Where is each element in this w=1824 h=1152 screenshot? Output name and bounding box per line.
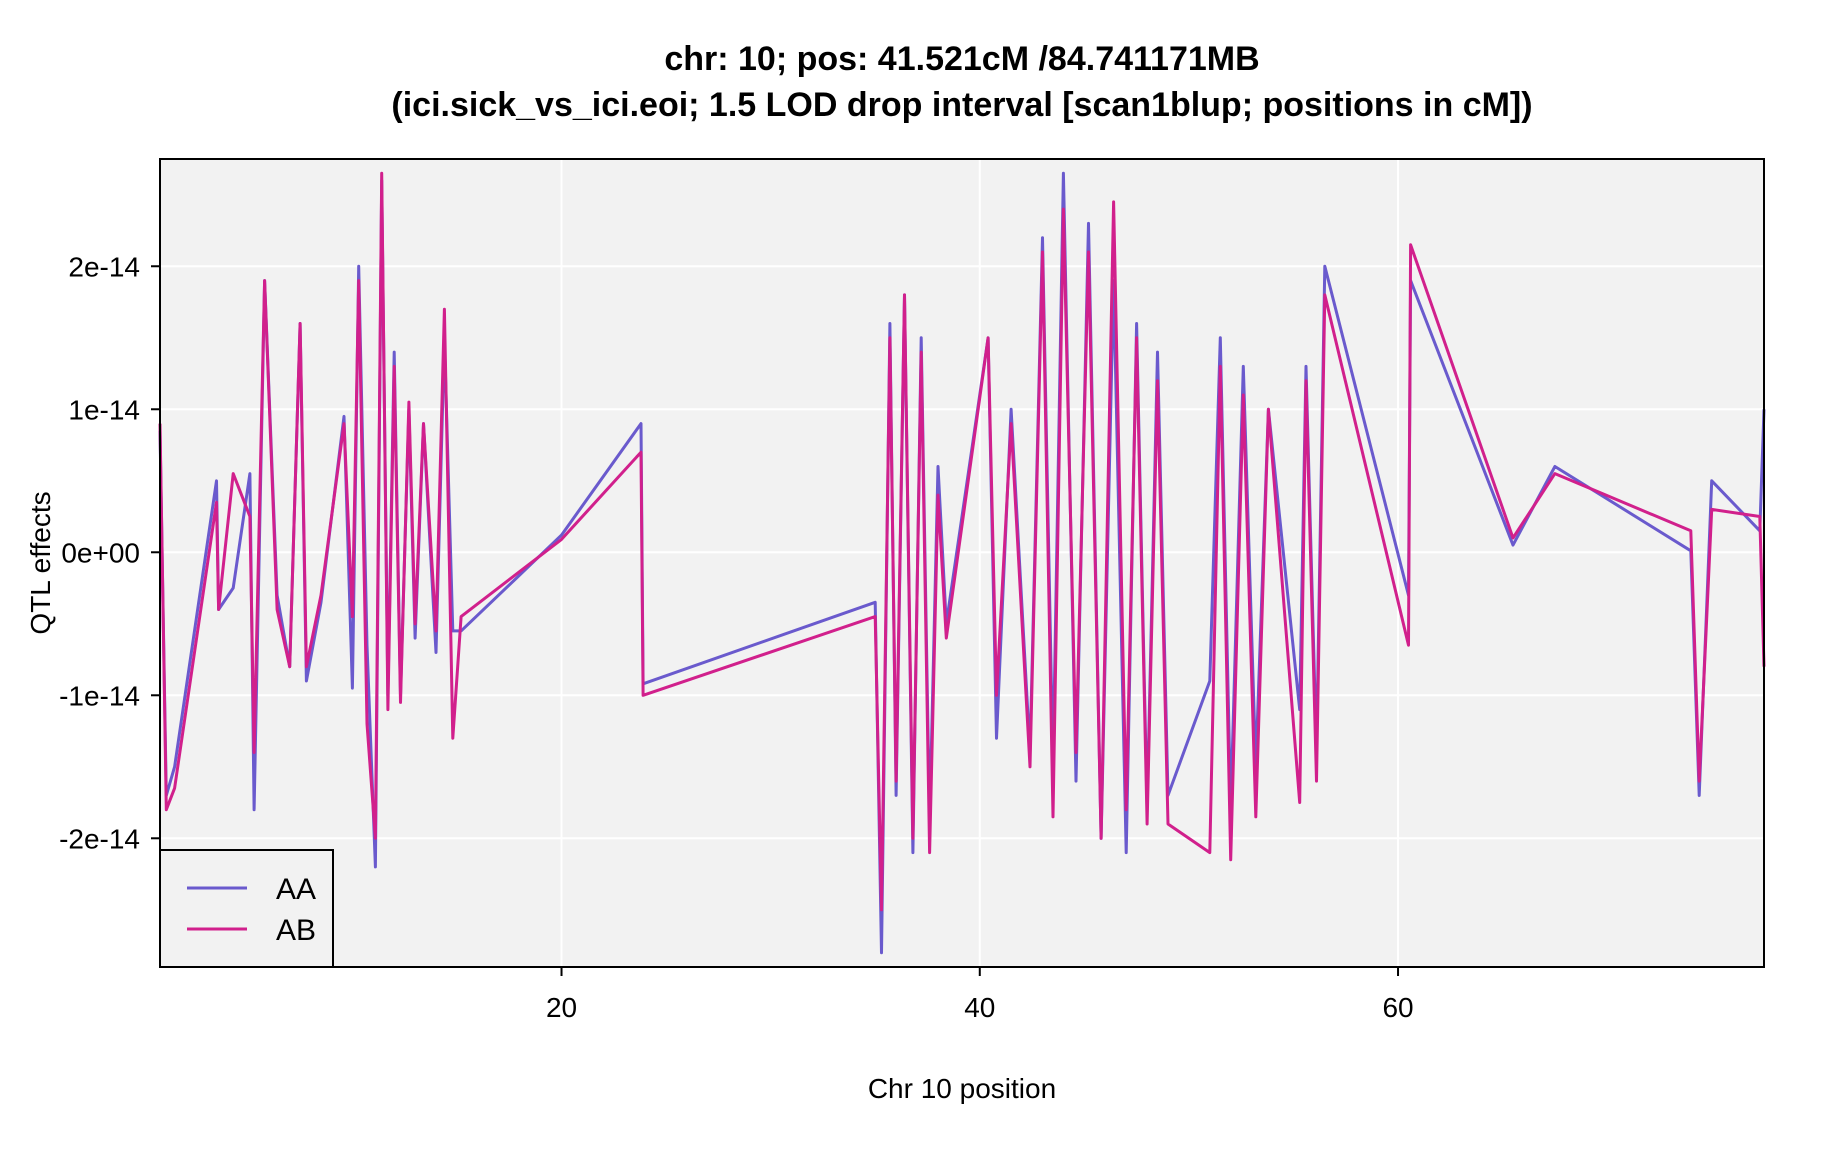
y-tick-label: -2e-14 (59, 823, 140, 854)
plot-background (160, 159, 1764, 967)
x-axis-label: Chr 10 position (868, 1073, 1056, 1104)
y-tick-label: 2e-14 (68, 251, 140, 282)
series-line-ab (158, 171, 1766, 912)
y-axis-ticks: -2e-14 -1e-14 0e+00 1e-14 2e-14 (59, 251, 160, 854)
legend-label-aa: AA (276, 873, 316, 906)
x-axis-ticks: 20 40 60 (546, 967, 1414, 1023)
legend: AA AB (159, 849, 334, 968)
x-tick-label: 60 (1382, 992, 1413, 1023)
chart-title: chr: 10; pos: 41.521cM /84.741171MB (ici… (391, 40, 1532, 124)
chart-title-line-2: (ici.sick_vs_ici.eoi; 1.5 LOD drop inter… (391, 86, 1532, 124)
x-tick-label: 20 (546, 992, 577, 1023)
grid-lines (160, 159, 1764, 967)
series-lines (158, 171, 1766, 955)
x-tick-label: 40 (964, 992, 995, 1023)
y-axis-label: QTL effects (25, 491, 56, 634)
y-tick-label: 1e-14 (68, 394, 140, 425)
plot-frame (159, 158, 1765, 968)
legend-label-ab: AB (276, 914, 316, 947)
legend-box (159, 849, 334, 968)
y-tick-label: 0e+00 (61, 537, 140, 568)
y-tick-label: -1e-14 (59, 680, 140, 711)
chart-title-line-1: chr: 10; pos: 41.521cM /84.741171MB (664, 40, 1259, 78)
